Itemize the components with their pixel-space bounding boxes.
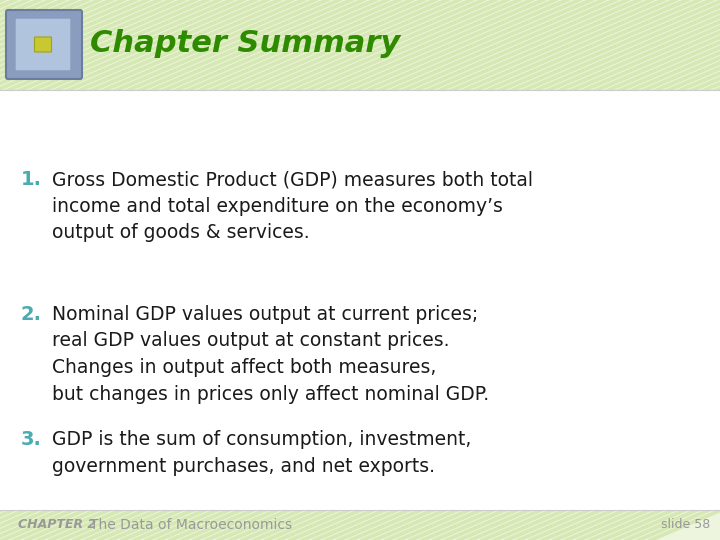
Text: Gross Domestic Product (GDP) measures both total
income and total expenditure on: Gross Domestic Product (GDP) measures bo… [52,170,533,242]
Polygon shape [0,0,414,540]
Polygon shape [0,0,258,540]
Polygon shape [0,0,570,540]
Polygon shape [0,0,138,540]
Polygon shape [348,0,720,540]
Polygon shape [0,0,354,540]
Polygon shape [180,0,720,540]
Polygon shape [0,0,366,540]
Polygon shape [0,0,282,540]
Polygon shape [24,0,720,540]
Text: Chapter Summary: Chapter Summary [90,30,400,58]
Polygon shape [480,0,720,540]
Polygon shape [0,0,666,540]
Polygon shape [0,0,498,540]
Polygon shape [360,0,720,540]
Polygon shape [336,0,720,540]
Polygon shape [0,0,246,540]
Polygon shape [0,0,690,540]
Polygon shape [0,0,306,540]
Polygon shape [420,0,720,540]
Polygon shape [192,0,720,540]
Polygon shape [228,0,720,540]
Polygon shape [504,0,720,540]
Bar [0,90,720,510]
FancyBboxPatch shape [35,37,52,52]
Polygon shape [204,0,720,540]
Polygon shape [0,0,18,540]
Polygon shape [0,0,222,540]
Polygon shape [0,0,582,540]
FancyBboxPatch shape [15,18,71,71]
Polygon shape [588,0,720,540]
Polygon shape [252,0,720,540]
Polygon shape [264,0,720,540]
Text: 3.: 3. [21,430,42,449]
Polygon shape [0,0,162,540]
Polygon shape [0,0,126,540]
Polygon shape [0,0,594,540]
Polygon shape [0,0,426,540]
Polygon shape [384,0,720,540]
Polygon shape [240,0,720,540]
Polygon shape [0,0,174,540]
Polygon shape [396,0,720,540]
Polygon shape [0,0,330,540]
Polygon shape [0,0,6,540]
Polygon shape [0,0,522,540]
Polygon shape [36,0,720,540]
Polygon shape [144,0,720,540]
Polygon shape [624,0,720,540]
Polygon shape [612,0,720,540]
Polygon shape [516,0,720,540]
Polygon shape [108,0,720,540]
Polygon shape [372,0,720,540]
Text: 2.: 2. [21,305,42,324]
Polygon shape [0,0,342,540]
Polygon shape [288,0,720,540]
Polygon shape [636,0,720,540]
Polygon shape [60,0,720,540]
Polygon shape [468,0,720,540]
Polygon shape [0,0,42,540]
Polygon shape [0,0,486,540]
Polygon shape [84,0,720,540]
Polygon shape [0,0,546,540]
Polygon shape [216,0,720,540]
Polygon shape [600,0,720,540]
Polygon shape [0,0,54,540]
Polygon shape [120,0,720,540]
Polygon shape [0,0,474,540]
Polygon shape [0,0,630,540]
Polygon shape [0,0,462,540]
Polygon shape [0,0,450,540]
Polygon shape [408,0,720,540]
